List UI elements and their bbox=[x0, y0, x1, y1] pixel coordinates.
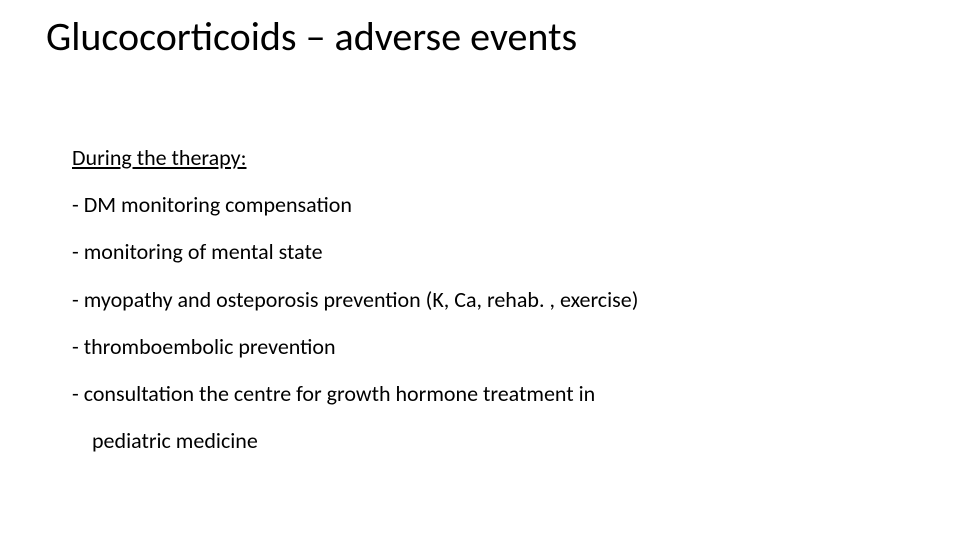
list-item: - myopathy and osteporosis prevention (K… bbox=[72, 282, 892, 317]
slide-title: Glucocorticoids – adverse events bbox=[46, 12, 577, 61]
list-item: - thromboembolic prevention bbox=[72, 329, 892, 364]
list-item: - monitoring of mental state bbox=[72, 234, 892, 269]
subheading: During the therapy: bbox=[72, 140, 892, 175]
slide: Glucocorticoids – adverse events During … bbox=[0, 0, 960, 540]
slide-body: During the therapy: - DM monitoring comp… bbox=[72, 140, 892, 470]
list-item: - consultation the centre for growth hor… bbox=[72, 376, 892, 411]
list-item: - DM monitoring compensation bbox=[72, 187, 892, 222]
list-item-continuation: pediatric medicine bbox=[72, 423, 892, 458]
